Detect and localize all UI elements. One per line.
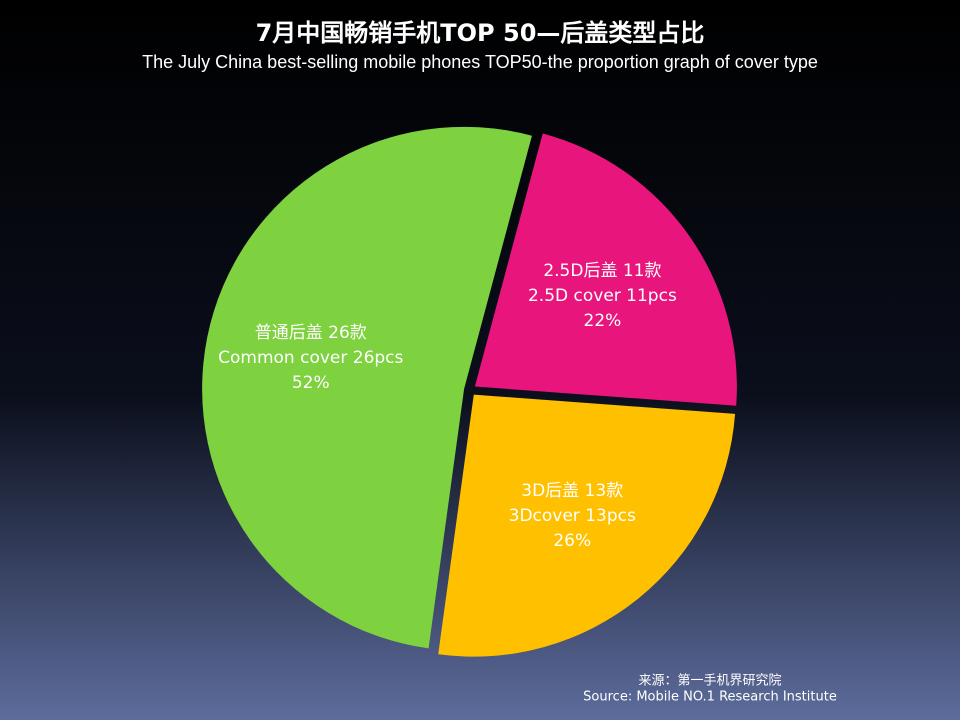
chart-subtitle: The July China best-selling mobile phone…	[142, 52, 818, 72]
slice-label-en: 3Dcover 13pcs	[509, 506, 636, 526]
chart-title: 7月中国畅销手机TOP 50—后盖类型占比	[256, 19, 705, 47]
value-label: 52%	[292, 373, 330, 393]
value-label: 22%	[584, 311, 622, 331]
pie	[202, 126, 737, 657]
slice-label: 2.5D后盖 11款	[543, 261, 661, 281]
slice-label-en: Common cover 26pcs	[218, 348, 403, 368]
slice-label-en: 2.5D cover 11pcs	[528, 286, 677, 306]
pie-slice	[474, 133, 737, 406]
source-en: Source: Mobile NO.1 Research Institute	[583, 690, 837, 705]
slice-label: 普通后盖 26款	[255, 323, 367, 343]
pie-slice	[438, 394, 736, 657]
value-label: 26%	[553, 531, 591, 551]
slice-label: 3D后盖 13款	[521, 481, 623, 501]
slice-labels: 2.5D后盖 11款 2.5D cover 11pcs 22% 3D后盖 13款 3Dc…	[218, 261, 677, 551]
source-cn: 来源：第一手机界研究院	[638, 674, 781, 689]
pie-slice	[202, 126, 532, 649]
